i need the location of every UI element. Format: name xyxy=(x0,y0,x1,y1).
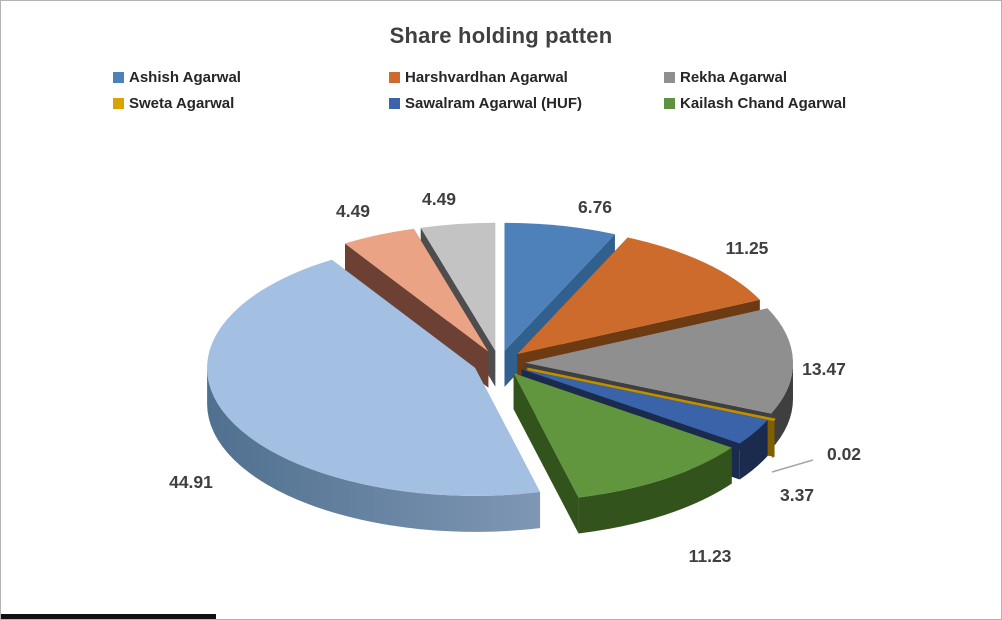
legend-label: Sawalram Agarwal (HUF) xyxy=(405,95,582,112)
legend-label: Ashish Agarwal xyxy=(129,69,241,86)
legend-swatch-icon xyxy=(664,98,675,109)
pie-slice-side[interactable] xyxy=(578,447,732,534)
legend-label: Harshvardhan Agarwal xyxy=(405,69,568,86)
pie-slice-side[interactable] xyxy=(513,373,579,534)
pie-slice-harshvardhan-agarwal[interactable] xyxy=(517,237,760,355)
legend-swatch-icon xyxy=(113,72,124,83)
legend-swatch-icon xyxy=(113,98,124,109)
data-label: 3.37 xyxy=(780,485,814,505)
pie-slice-kailash-chand-agarwal[interactable] xyxy=(513,373,732,498)
legend-label: Kailash Chand Agarwal xyxy=(680,95,847,112)
frame-bottom-strip xyxy=(1,614,216,619)
pie-slice-slice-8[interactable] xyxy=(344,228,489,352)
pie-slice-side[interactable] xyxy=(771,362,793,450)
data-label: 13.47 xyxy=(802,359,846,379)
legend-swatch-icon xyxy=(389,98,400,109)
legend-item-sweta-agarwal[interactable]: Sweta Agarwal xyxy=(113,95,234,112)
pie-slice-side[interactable] xyxy=(207,367,541,532)
legend-swatch-icon xyxy=(664,72,675,83)
data-label: 6.76 xyxy=(578,197,612,217)
pie-slice-ashish-agarwal[interactable] xyxy=(504,222,615,351)
pie-slice-sweta-agarwal[interactable] xyxy=(527,367,776,422)
legend-label: Rekha Agarwal xyxy=(680,69,787,86)
legend-item-sawalram-agarwal-huf[interactable]: Sawalram Agarwal (HUF) xyxy=(389,95,582,112)
legend-label: Sweta Agarwal xyxy=(129,95,235,112)
legend-item-ashish-agarwal[interactable]: Ashish Agarwal xyxy=(113,69,241,86)
data-label: 0.02 xyxy=(827,444,861,464)
data-label: 44.91 xyxy=(169,472,213,492)
pie-slice-side[interactable] xyxy=(739,419,768,480)
data-label: 11.25 xyxy=(726,238,769,258)
data-label: 4.49 xyxy=(422,189,456,209)
data-label: 4.49 xyxy=(336,201,370,221)
pie-slice-sawalram-agarwal-huf[interactable] xyxy=(521,369,768,444)
legend-item-kailash-chand-agarwal[interactable]: Kailash Chand Agarwal xyxy=(664,95,846,112)
legend-swatch-icon xyxy=(389,72,400,83)
leader-line xyxy=(771,459,814,473)
chart-title: Share holding patten xyxy=(389,23,613,48)
data-label: 11.23 xyxy=(689,546,732,566)
pie-slice-rekha-agarwal[interactable] xyxy=(524,308,793,414)
pie-slice-slice-7[interactable] xyxy=(207,259,541,496)
pie-slice-slice-9[interactable] xyxy=(420,222,496,351)
legend-item-rekha-agarwal[interactable]: Rekha Agarwal xyxy=(664,69,787,86)
legend-item-harshvardhan-agarwal[interactable]: Harshvardhan Agarwal xyxy=(389,69,568,86)
